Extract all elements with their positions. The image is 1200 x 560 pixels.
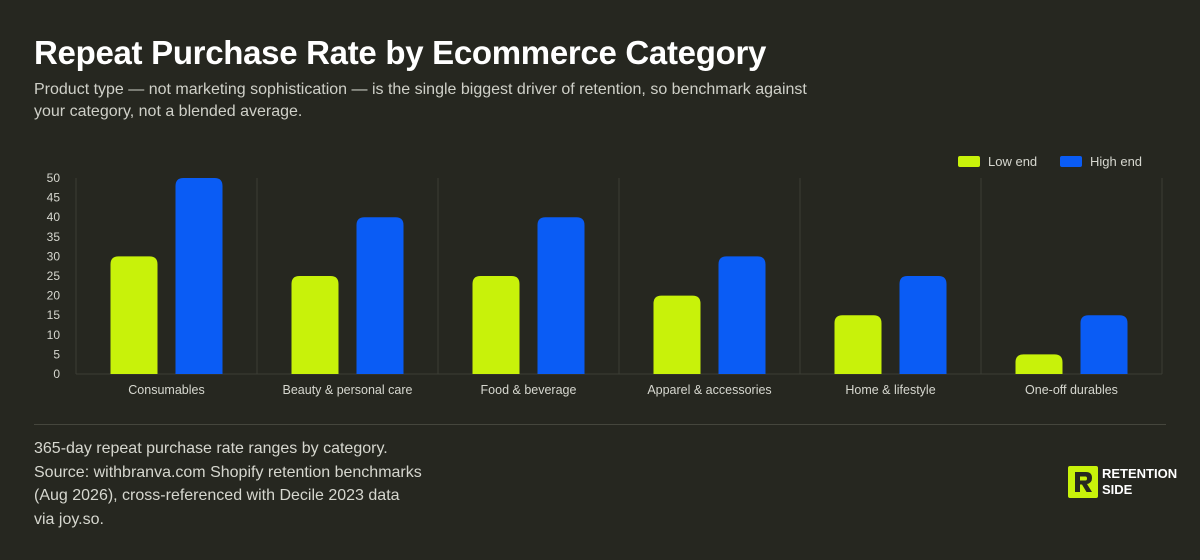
x-tick-label: One-off durables bbox=[1025, 383, 1118, 397]
legend-label: High end bbox=[1090, 154, 1142, 169]
y-tick-label: 5 bbox=[53, 347, 60, 361]
brand-logo-text: SIDE bbox=[1102, 482, 1133, 497]
x-tick-label: Food & beverage bbox=[481, 383, 577, 397]
brand-logo-icon bbox=[1068, 466, 1098, 498]
bar-low-end bbox=[472, 276, 520, 374]
bar-high-end bbox=[1080, 315, 1128, 374]
bar-high-end bbox=[175, 178, 223, 374]
bar-high-end bbox=[537, 217, 585, 374]
y-tick-label: 40 bbox=[47, 210, 61, 224]
y-tick-label: 35 bbox=[47, 230, 61, 244]
chart-subtitle: Product type — not marketing sophisticat… bbox=[34, 81, 807, 120]
y-tick-label: 10 bbox=[47, 328, 61, 342]
bar-low-end bbox=[1015, 354, 1063, 374]
footnote-line: (Aug 2026), cross-referenced with Decile… bbox=[34, 487, 400, 504]
footnote-line: via joy.so. bbox=[34, 510, 104, 528]
legend-label: Low end bbox=[988, 154, 1037, 169]
brand-logo-text: RETENTION bbox=[1102, 466, 1178, 481]
brand-logo: RETENTION SIDE bbox=[1068, 466, 1178, 500]
y-tick-label: 30 bbox=[47, 249, 61, 263]
footer-divider bbox=[34, 424, 1166, 425]
y-tick-label: 15 bbox=[47, 308, 61, 322]
y-tick-label: 50 bbox=[47, 171, 61, 185]
legend-swatch bbox=[958, 156, 980, 167]
bar-chart: 0 5 10 15 20 25 30 35 40 45 50 Consumables Beauty & … bbox=[47, 154, 1163, 397]
bar-high-end bbox=[899, 276, 947, 374]
footnote: 365-day repeat purchase rate ranges by c… bbox=[34, 437, 504, 531]
footnote-line: Source: withbranva.com Shopify retention… bbox=[34, 463, 422, 481]
footnote-line: 365-day repeat purchase rate ranges by c… bbox=[34, 440, 388, 457]
bar-low-end bbox=[291, 276, 339, 374]
y-tick-label: 20 bbox=[47, 289, 61, 303]
y-tick-label: 25 bbox=[47, 269, 61, 283]
bar-high-end bbox=[356, 217, 404, 374]
chart-title: Repeat Purchase Rate by Ecommerce Catego… bbox=[34, 34, 767, 71]
bar-low-end bbox=[110, 256, 158, 374]
bar-low-end bbox=[653, 295, 701, 374]
bar-low-end bbox=[834, 315, 882, 374]
x-tick-label: Consumables bbox=[128, 383, 204, 397]
legend-swatch bbox=[1060, 156, 1082, 167]
y-tick-label: 0 bbox=[53, 367, 60, 381]
x-tick-label: Beauty & personal care bbox=[283, 383, 413, 397]
y-tick-label: 45 bbox=[47, 191, 61, 205]
bar-high-end bbox=[718, 256, 766, 374]
x-tick-label: Apparel & accessories bbox=[647, 383, 771, 397]
x-tick-label: Home & lifestyle bbox=[845, 383, 935, 397]
